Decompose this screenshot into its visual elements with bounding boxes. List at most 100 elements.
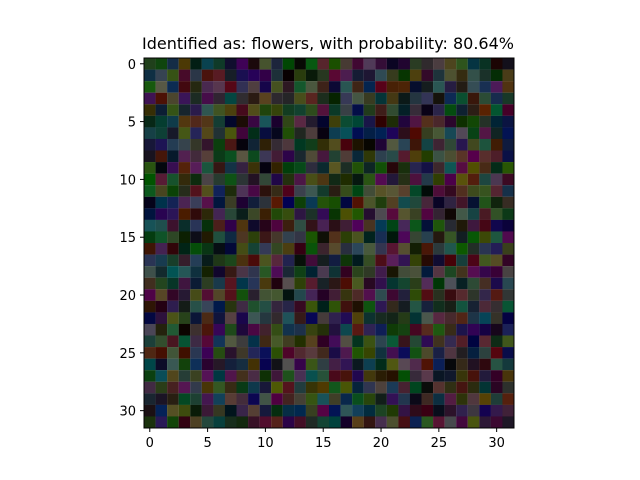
heatmap-cell <box>178 404 191 417</box>
heatmap-cell <box>282 185 295 197</box>
heatmap-cell <box>294 185 306 197</box>
heatmap-cell <box>421 347 434 359</box>
heatmap-cell <box>456 92 468 105</box>
heatmap-cell <box>317 277 330 290</box>
heatmap-cell <box>305 289 318 301</box>
heatmap-cell <box>490 404 503 417</box>
heatmap-cell <box>490 138 503 151</box>
heatmap-cell <box>398 312 411 325</box>
heatmap-cell <box>224 138 237 151</box>
heatmap-cell <box>317 219 330 232</box>
heatmap-cell <box>409 58 422 70</box>
heatmap-cell <box>479 81 491 93</box>
heatmap-cell <box>317 404 330 417</box>
heatmap-cell <box>340 185 353 197</box>
heatmap-cell <box>167 185 179 197</box>
heatmap-cell <box>329 196 341 209</box>
heatmap-cell <box>340 347 353 359</box>
heatmap-cell <box>490 162 503 174</box>
heatmap-cell <box>340 104 353 116</box>
heatmap-cell <box>305 196 318 209</box>
heatmap-cell <box>409 358 422 371</box>
heatmap-cell <box>155 92 168 105</box>
heatmap-cell <box>167 138 179 151</box>
heatmap-cell <box>375 127 387 140</box>
heatmap-cell <box>363 196 376 209</box>
heatmap-cell <box>248 266 260 278</box>
heatmap-cell <box>271 185 283 197</box>
heatmap-cell <box>167 358 179 371</box>
heatmap-cell <box>398 231 411 244</box>
heatmap-cell <box>294 277 306 290</box>
heatmap-cell <box>375 358 387 371</box>
heatmap-cell <box>236 173 249 186</box>
heatmap-cell <box>375 277 387 290</box>
heatmap-cell <box>386 104 399 116</box>
heatmap-cell <box>213 127 226 140</box>
heatmap-cell <box>433 231 445 244</box>
heatmap-cell <box>398 92 411 105</box>
heatmap-cell <box>190 127 202 140</box>
heatmap-cell <box>329 69 341 82</box>
heatmap-cell <box>490 289 503 301</box>
heatmap-cell <box>248 254 260 267</box>
heatmap-cell <box>167 416 179 429</box>
heatmap-cell <box>479 335 491 348</box>
heatmap-cell <box>178 115 191 128</box>
heatmap-cell <box>248 370 260 382</box>
heatmap-cell <box>456 381 468 394</box>
x-tick-label: 30 <box>488 436 505 451</box>
heatmap-cell <box>236 393 249 405</box>
heatmap-cell <box>305 300 318 313</box>
heatmap-cell <box>490 196 503 209</box>
heatmap-cell <box>190 69 202 82</box>
heatmap-cell <box>178 254 191 267</box>
y-tick-label: 25 <box>119 347 136 362</box>
heatmap-cell <box>190 115 202 128</box>
heatmap-cell <box>490 347 503 359</box>
heatmap-cell <box>144 81 156 93</box>
heatmap-cell <box>375 208 387 220</box>
heatmap-cell <box>271 104 283 116</box>
heatmap-cell <box>294 231 306 244</box>
heatmap-cell <box>178 381 191 394</box>
heatmap-cell <box>444 347 457 359</box>
heatmap-cell <box>352 335 364 348</box>
heatmap-cell <box>329 347 341 359</box>
heatmap-cell <box>144 393 156 405</box>
heatmap-cell <box>190 277 202 290</box>
heatmap-cell <box>444 358 457 371</box>
heatmap-cell <box>155 381 168 394</box>
heatmap-cell <box>386 347 399 359</box>
heatmap-cell <box>294 127 306 140</box>
heatmap-cell <box>444 277 457 290</box>
heatmap-cell <box>213 150 226 163</box>
heatmap-cell <box>259 277 272 290</box>
heatmap-cell <box>386 196 399 209</box>
heatmap-cell <box>433 162 445 174</box>
heatmap-cell <box>259 335 272 348</box>
heatmap-cell <box>282 393 295 405</box>
heatmap-cell <box>224 115 237 128</box>
heatmap-cell <box>305 104 318 116</box>
heatmap-cell <box>282 92 295 105</box>
heatmap-cell <box>259 115 272 128</box>
heatmap-cell <box>467 58 480 70</box>
heatmap-cell <box>259 231 272 244</box>
heatmap-cell <box>317 381 330 394</box>
heatmap-cell <box>178 277 191 290</box>
y-tick-label: 10 <box>119 173 136 188</box>
heatmap-cell <box>456 347 468 359</box>
heatmap-cell <box>224 69 237 82</box>
heatmap-cell <box>467 335 480 348</box>
heatmap-cell <box>433 150 445 163</box>
heatmap-cell <box>259 92 272 105</box>
heatmap-cell <box>259 162 272 174</box>
chart-title: Identified as: flowers, with probability… <box>142 34 514 53</box>
heatmap-cell <box>490 335 503 348</box>
heatmap-cell <box>144 138 156 151</box>
heatmap-cell <box>340 289 353 301</box>
heatmap-cell <box>329 138 341 151</box>
heatmap-cell <box>248 312 260 325</box>
heatmap-cell <box>294 300 306 313</box>
